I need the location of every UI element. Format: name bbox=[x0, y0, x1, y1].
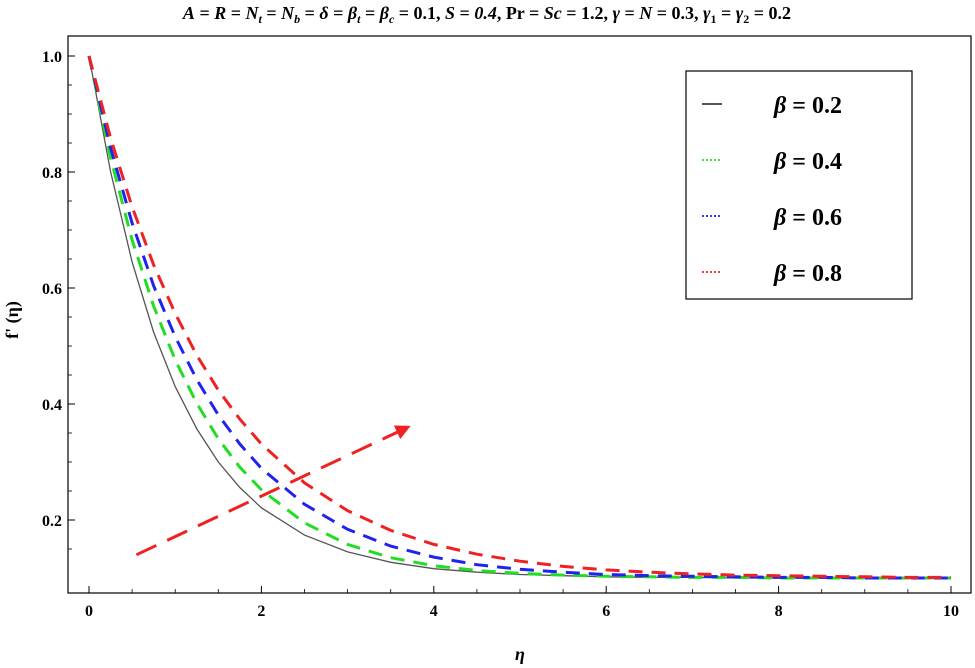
x-tick-label: 4 bbox=[430, 603, 438, 620]
x-tick-label: 0 bbox=[85, 603, 93, 620]
x-tick-label: 2 bbox=[257, 603, 265, 620]
legend-box bbox=[685, 70, 913, 300]
x-axis-label: η bbox=[515, 644, 525, 664]
y-tick-label: 0.2 bbox=[42, 513, 62, 530]
annotation-layer bbox=[135, 425, 411, 557]
chart-parameters-header: A = R = Nt = Nb = δ = βt = βc = 0.1, S =… bbox=[182, 3, 791, 26]
legend: β = 0.2 β = 0.4 β = 0.6 β = 0.8 bbox=[685, 70, 913, 300]
series-line-4 bbox=[87, 55, 951, 579]
series-line-3 bbox=[87, 55, 951, 580]
x-tick-label: 6 bbox=[602, 603, 610, 620]
x-axis-ticks: 0 2 4 6 8 10 bbox=[85, 586, 959, 620]
trend-arrow bbox=[135, 425, 411, 557]
y-tick-label: 0.8 bbox=[42, 165, 62, 182]
legend-label: β = 0.4 bbox=[773, 149, 842, 175]
legend-label: β = 0.2 bbox=[773, 93, 842, 119]
plot-frame bbox=[67, 35, 972, 594]
y-axis-label: f' (η) bbox=[2, 301, 23, 339]
y-axis-ticks: 0.2 0.4 0.6 0.8 1.0 bbox=[42, 49, 75, 550]
legend-label: β = 0.6 bbox=[773, 205, 842, 231]
y-tick-label: 0.6 bbox=[42, 281, 62, 298]
y-tick-label: 1.0 bbox=[42, 49, 62, 66]
x-tick-label: 8 bbox=[775, 603, 783, 620]
y-tick-label: 0.4 bbox=[42, 397, 62, 414]
legend-label: β = 0.8 bbox=[773, 261, 842, 287]
x-tick-label: 10 bbox=[943, 603, 959, 620]
series-layer bbox=[87, 55, 951, 580]
